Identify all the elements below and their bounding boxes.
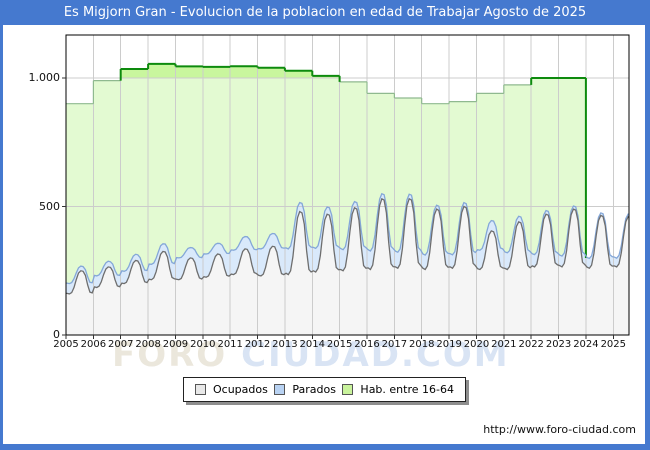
legend-label: Parados <box>292 383 336 396</box>
legend-item-hab-entre-16-64: Hab. entre 16-64 <box>342 383 454 396</box>
watermark: FORO CIUDAD.COM <box>112 338 522 372</box>
legend-item-ocupados: Ocupados <box>195 383 268 396</box>
legend-swatch-icon <box>274 384 286 395</box>
title-bar: Es Migjorn Gran - Evolucion de la poblac… <box>0 0 650 25</box>
legend-item-parados: Parados <box>274 383 336 396</box>
legend-swatch-icon <box>195 384 206 395</box>
watermark-part1: FORO <box>112 335 242 375</box>
legend-label: Hab. entre 16-64 <box>360 383 454 396</box>
site-url-link[interactable]: http://www.foro-ciudad.com <box>483 423 636 436</box>
legend-swatch-icon <box>342 384 354 395</box>
chart-legend: Ocupados Parados Hab. entre 16-64 <box>183 377 466 402</box>
legend-label: Ocupados <box>213 383 268 396</box>
watermark-part2: CIUDAD.COM <box>241 335 510 375</box>
page-title: Es Migjorn Gran - Evolucion de la poblac… <box>63 5 587 20</box>
